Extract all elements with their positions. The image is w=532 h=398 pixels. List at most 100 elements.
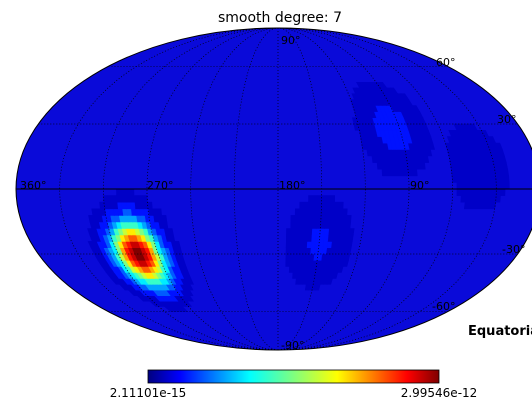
map-pixel — [460, 175, 466, 183]
map-pixel — [333, 208, 340, 216]
colorbar: 2.11101e-15 2.99546e-12 — [110, 369, 478, 398]
map-pixel — [289, 241, 295, 248]
map-pixel — [303, 201, 309, 210]
map-pixel — [495, 188, 502, 196]
map-pixel — [325, 208, 331, 216]
map-pixel — [293, 241, 299, 248]
meridian-line — [59, 28, 279, 350]
map-pixel — [315, 221, 322, 229]
map-pixel — [448, 130, 457, 137]
parallel-label-60: 60° — [436, 56, 456, 69]
map-pixel — [129, 195, 135, 203]
meridian-line — [102, 28, 279, 350]
grid-labels: 360° 270° 180° 90° 90° 60° 30° -30° -60°… — [20, 34, 525, 352]
map-pixel — [285, 241, 291, 248]
map-pixel — [295, 278, 301, 285]
map-pixel — [495, 195, 501, 203]
map-pixel — [487, 188, 493, 196]
map-pixel — [319, 221, 326, 229]
map-pixel — [294, 234, 300, 242]
chart-title: smooth degree: 7 — [218, 10, 342, 26]
map-pixel — [312, 201, 318, 210]
map-pixel — [351, 93, 359, 100]
colorbar-min-label: 2.11101e-15 — [110, 386, 187, 398]
map-pixel — [294, 221, 300, 229]
map-pixel — [464, 175, 471, 183]
map-pixel — [500, 182, 506, 190]
map-pixel — [124, 188, 131, 196]
map-pixel — [311, 215, 318, 223]
map-pixel — [292, 259, 298, 267]
map-pixel — [286, 228, 292, 236]
map-pixel — [469, 188, 475, 196]
map-pixel — [371, 155, 378, 163]
map-pixel — [403, 168, 409, 177]
map-pixel — [324, 221, 330, 229]
map-pixel — [482, 188, 488, 196]
map-pixel — [303, 221, 309, 229]
map-pixel — [294, 215, 300, 223]
map-pixel — [293, 253, 299, 261]
map-pixel — [116, 195, 122, 203]
map-pixel — [450, 168, 457, 177]
map-pixel — [299, 201, 305, 210]
map-pixel — [482, 182, 488, 190]
map-pixel — [142, 195, 148, 203]
map-pixel — [473, 182, 480, 190]
map-pixel — [285, 253, 291, 261]
map-pixel — [294, 208, 301, 216]
map-pixel — [463, 201, 470, 210]
meridian-label-270: 270° — [147, 179, 174, 192]
map-pixel — [325, 201, 331, 210]
parallel-label-minus-30: -30° — [502, 243, 525, 256]
map-pixel — [111, 195, 118, 203]
map-pixel — [91, 208, 98, 216]
map-pixel — [316, 201, 322, 210]
meridian-label-90: 90° — [410, 179, 430, 192]
map-pixel — [301, 247, 307, 255]
map-pixel — [289, 247, 295, 255]
colorbar-max-label: 2.99546e-12 — [401, 386, 478, 398]
map-pixel — [306, 228, 313, 236]
map-pixel — [290, 234, 296, 242]
map-pixel — [306, 234, 312, 242]
map-pixel — [469, 182, 475, 190]
parallel-label-minus-60: -60° — [432, 300, 455, 313]
map-pixel — [307, 221, 313, 229]
map-pixel — [285, 234, 291, 242]
map-pixel — [350, 99, 357, 106]
map-pixel — [294, 228, 300, 236]
map-pixel — [293, 247, 299, 255]
map-pixel — [320, 215, 326, 223]
map-pixel — [453, 123, 462, 131]
map-pixel — [333, 215, 339, 223]
map-pixel — [352, 87, 360, 94]
map-pixel — [338, 201, 344, 210]
sky-map — [15, 27, 532, 351]
map-pixel — [302, 234, 308, 242]
map-pixel — [289, 253, 295, 261]
map-pixel — [120, 188, 126, 196]
map-pixel — [504, 182, 510, 190]
map-pixel — [456, 182, 462, 190]
map-pixel — [473, 188, 480, 196]
map-pixel — [87, 228, 95, 236]
meridian-label-360: 360° — [20, 179, 47, 192]
coordinate-frame-label: Equatorial — [468, 324, 532, 339]
map-pixel — [129, 188, 135, 196]
meridian-line — [277, 28, 497, 350]
map-pixel — [303, 208, 309, 216]
map-pixel — [446, 136, 455, 144]
map-pixel — [464, 195, 471, 203]
map-pixel — [288, 266, 294, 273]
map-pixel — [495, 175, 501, 183]
map-pixel — [296, 266, 302, 273]
map-pixel — [355, 82, 364, 89]
map-pixel — [304, 283, 311, 291]
map-pixel — [311, 228, 317, 236]
map-pixel — [88, 215, 95, 223]
map-pixel — [290, 215, 296, 223]
map-pixel — [290, 228, 296, 236]
map-pixel — [449, 162, 457, 170]
